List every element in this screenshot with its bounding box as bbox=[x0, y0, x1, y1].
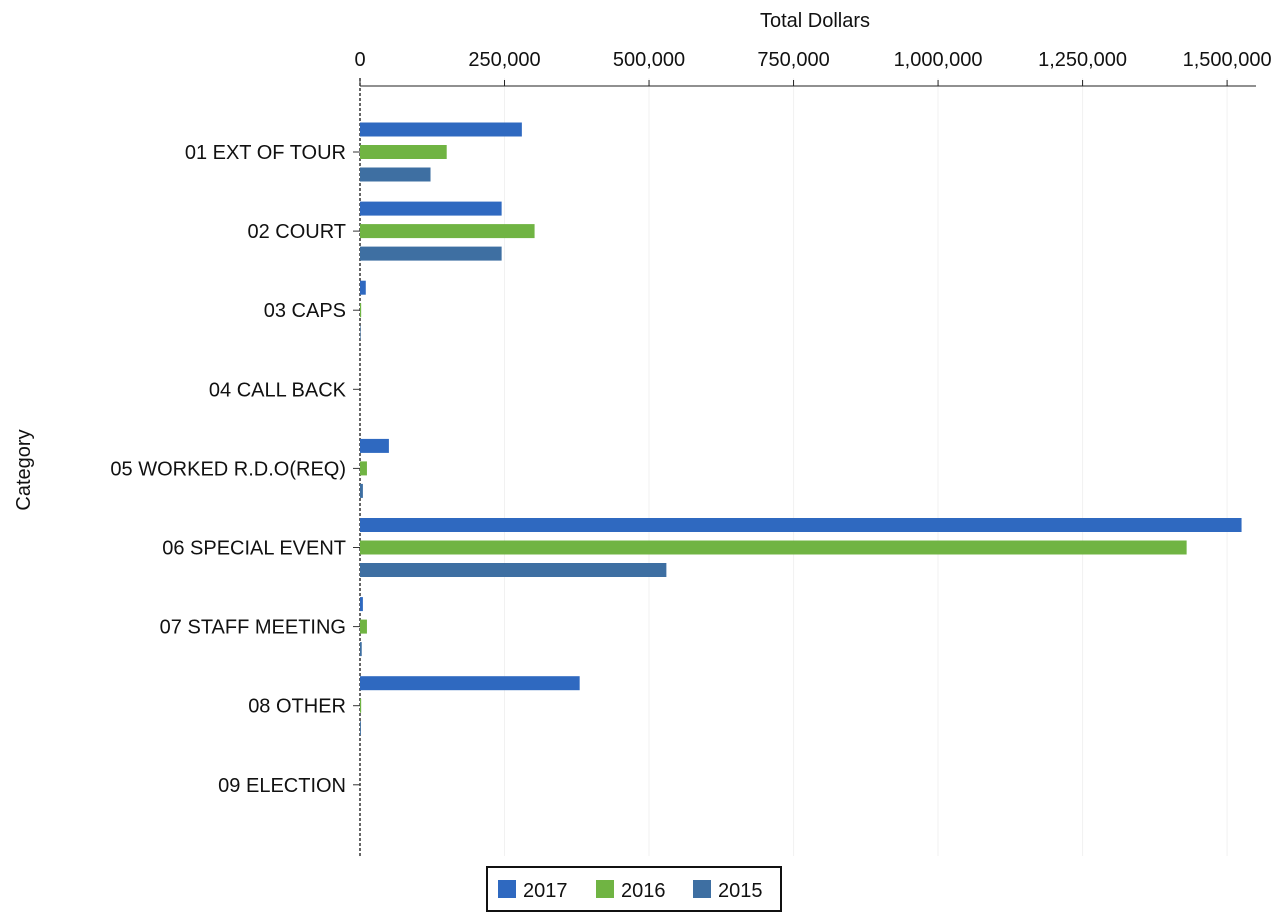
bar-2015-6 bbox=[360, 563, 667, 577]
bar-2016-8 bbox=[360, 698, 362, 713]
category-label: 06 SPECIAL EVENT bbox=[162, 538, 346, 560]
legend: 2017 2016 2015 bbox=[486, 866, 782, 912]
bar-2017-7 bbox=[360, 597, 363, 612]
bar-2015-3 bbox=[360, 325, 361, 340]
category-label: 05 WORKED R.D.O(REQ) bbox=[110, 458, 346, 480]
legend-swatch-2017 bbox=[498, 880, 516, 898]
category-label: 03 CAPS bbox=[264, 300, 346, 322]
bar-2016-7 bbox=[360, 619, 367, 634]
category-label: 04 CALL BACK bbox=[209, 379, 347, 401]
category-label: 08 OTHER bbox=[248, 696, 346, 718]
x-tick-label: 500,000 bbox=[613, 49, 685, 71]
x-tick-label: 1,500,000 bbox=[1183, 49, 1272, 71]
bars bbox=[360, 122, 1242, 736]
x-tick-label: 1,250,000 bbox=[1038, 49, 1127, 71]
bar-2016-2 bbox=[360, 224, 535, 239]
bar-2017-6 bbox=[360, 518, 1242, 532]
x-tick-label: 250,000 bbox=[468, 49, 540, 71]
bar-2017-2 bbox=[360, 201, 502, 216]
bar-2016-5 bbox=[360, 461, 367, 476]
category-label: 07 STAFF MEETING bbox=[160, 617, 346, 639]
legend-label-2016: 2016 bbox=[621, 880, 666, 902]
bar-2017-5 bbox=[360, 438, 389, 453]
bar-2015-7 bbox=[360, 642, 362, 657]
bar-2016-3 bbox=[360, 303, 362, 318]
category-label: 09 ELECTION bbox=[218, 775, 346, 797]
bar-2017-3 bbox=[360, 280, 366, 295]
axes: 0 250,000 500,000 750,000 1,000,000 1,250,000… bbox=[110, 49, 1272, 856]
category-label: 02 COURT bbox=[247, 221, 346, 243]
bar-2015-8 bbox=[360, 721, 361, 736]
x-tick-label: 1,000,000 bbox=[894, 49, 983, 71]
legend-label-2017: 2017 bbox=[523, 880, 568, 902]
bar-2016-6 bbox=[360, 540, 1187, 555]
bar-2015-2 bbox=[360, 246, 502, 261]
category-label: 01 EXT OF TOUR bbox=[185, 142, 346, 164]
y-axis-title: Category bbox=[13, 429, 35, 510]
bar-2016-1 bbox=[360, 145, 447, 159]
bar-2017-1 bbox=[360, 122, 522, 137]
bar-2017-8 bbox=[360, 676, 580, 691]
bar-2015-5 bbox=[360, 483, 363, 498]
legend-box bbox=[486, 866, 782, 912]
legend-swatch-2015 bbox=[693, 880, 711, 898]
x-axis-title: Total Dollars bbox=[760, 10, 870, 32]
bar-2015-1 bbox=[360, 167, 431, 182]
legend-swatch-2016 bbox=[596, 880, 614, 898]
legend-label-2015: 2015 bbox=[718, 880, 763, 902]
x-tick-label: 0 bbox=[354, 49, 365, 71]
gridlines bbox=[504, 78, 1228, 856]
x-tick-label: 750,000 bbox=[757, 49, 829, 71]
